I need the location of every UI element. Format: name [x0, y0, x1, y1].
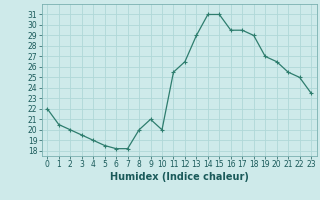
X-axis label: Humidex (Indice chaleur): Humidex (Indice chaleur)	[110, 172, 249, 182]
